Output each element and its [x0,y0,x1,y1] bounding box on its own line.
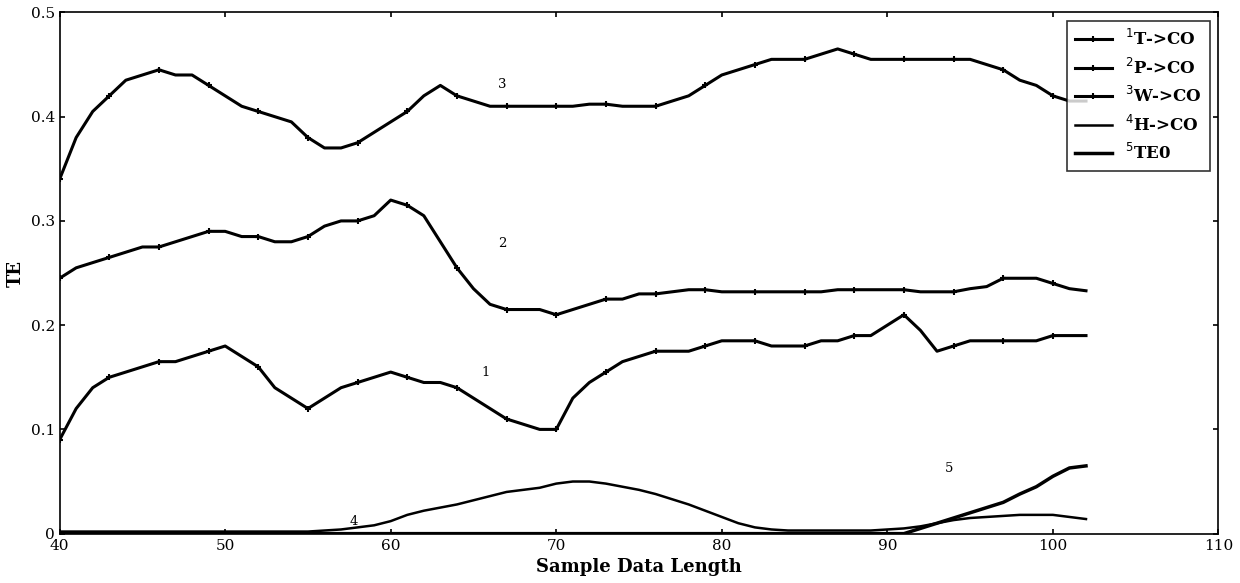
X-axis label: Sample Data Length: Sample Data Length [536,558,742,576]
Text: 5: 5 [945,462,954,475]
Text: 2: 2 [498,237,507,250]
Y-axis label: TE: TE [7,259,25,286]
Text: 4: 4 [350,515,357,528]
Text: 1: 1 [482,366,490,380]
Text: 3: 3 [498,78,507,90]
Legend: $^1$T->CO, $^2$P->CO, $^3$W->CO, $^4$H->CO, $^5$TE0: $^1$T->CO, $^2$P->CO, $^3$W->CO, $^4$H->… [1066,21,1210,171]
